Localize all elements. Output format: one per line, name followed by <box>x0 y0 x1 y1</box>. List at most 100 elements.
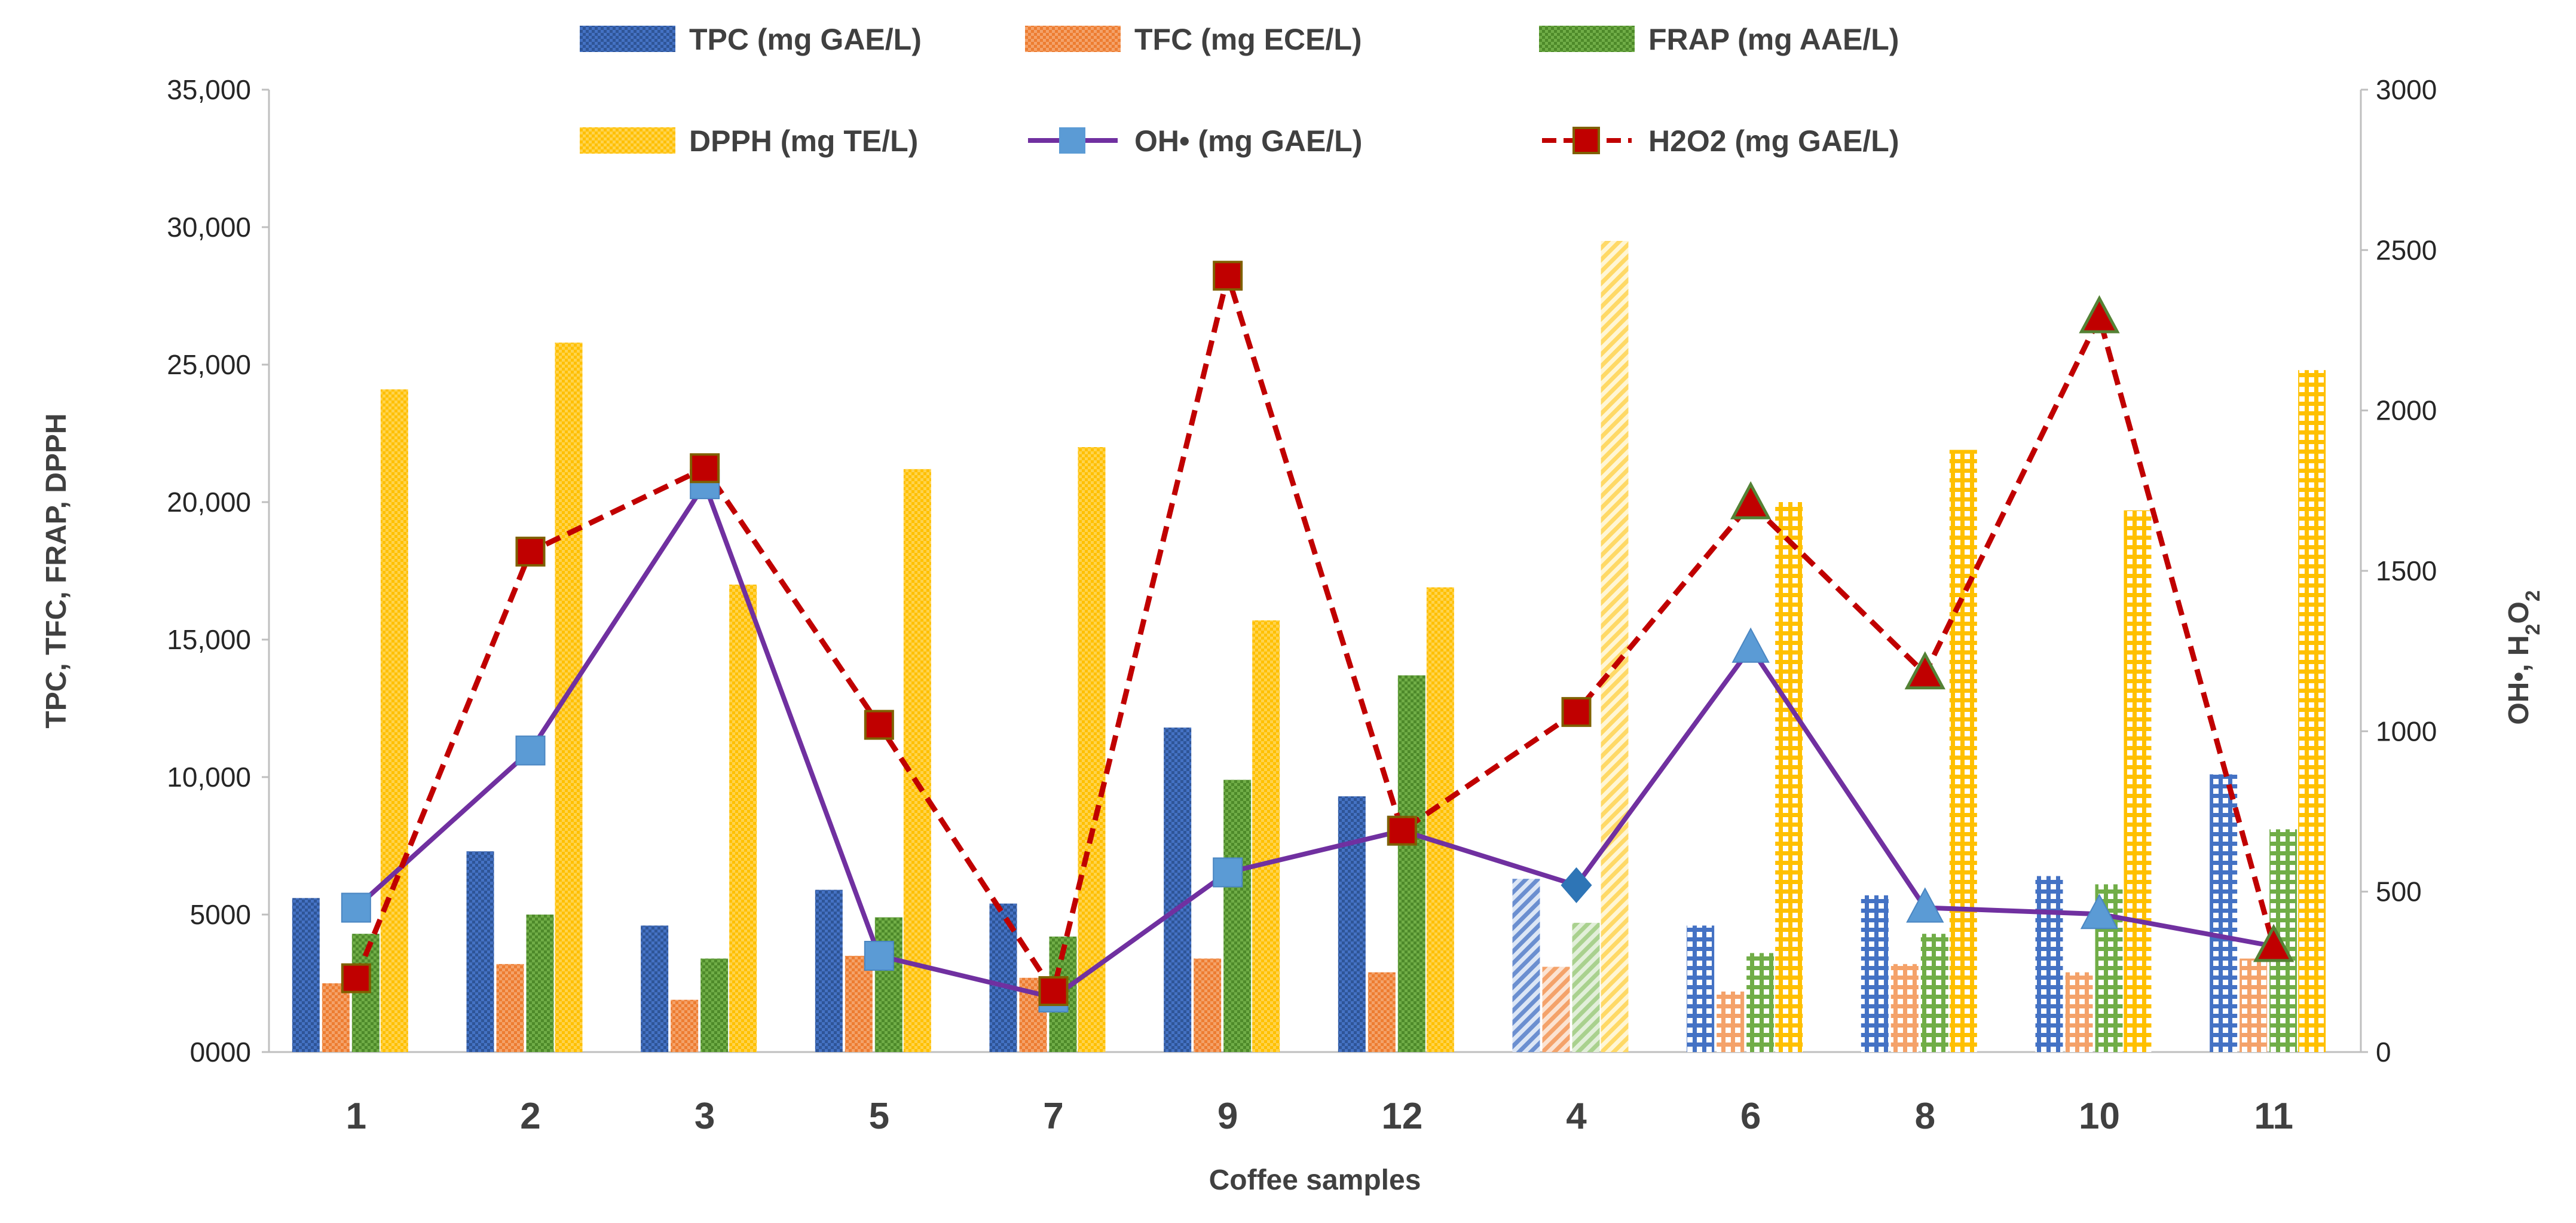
bar-yellow-6 <box>1775 502 1803 1052</box>
right-tick-label: 500 <box>2376 876 2422 907</box>
bar-yellow-3 <box>729 585 757 1052</box>
legend-swatch <box>580 26 675 52</box>
bar-yellow-11 <box>2298 370 2326 1053</box>
left-tick-label: 20,000 <box>167 487 251 518</box>
legend-item-green: FRAP (mg AAE/L) <box>1539 23 1899 56</box>
legend-label: DPPH (mg TE/L) <box>689 124 918 158</box>
right-tick-label: 1000 <box>2376 716 2437 747</box>
bar-yellow-8 <box>1949 450 1977 1052</box>
legend-swatch <box>1025 26 1121 52</box>
bar-orange-3 <box>671 999 699 1052</box>
legend-label: TFC (mg ECE/L) <box>1134 23 1362 56</box>
x-category-label: 4 <box>1566 1096 1587 1137</box>
bar-blue-6 <box>1687 925 1715 1052</box>
bar-orange-1 <box>322 983 350 1052</box>
left-tick-label: 15,000 <box>167 624 251 655</box>
y2-axis-title: OH•, H2O2 <box>2503 590 2544 724</box>
x-axis-category-labels: 1 2 3 5 7 9 12 4 6 8 10 11 <box>346 1096 2293 1137</box>
bar-orange-9 <box>1194 958 1222 1052</box>
x-category-label: 9 <box>1217 1096 1238 1137</box>
bar-blue-5 <box>815 889 843 1052</box>
bar-orange-6 <box>1717 991 1745 1052</box>
bar-orange-2 <box>496 964 524 1052</box>
x-category-label: 10 <box>2079 1096 2120 1137</box>
bar-orange-11 <box>2240 958 2268 1052</box>
bar-yellow-9 <box>1252 620 1280 1052</box>
h2o2-marker-8 <box>1904 651 1946 690</box>
h2o2-marker-5 <box>864 710 894 740</box>
legend-item-oh: OH• (mg GAE/L) <box>1028 124 1362 158</box>
h2o2-marker-7 <box>1038 976 1069 1007</box>
h2o2-marker-11 <box>2253 924 2294 962</box>
bar-green-9 <box>1223 779 1252 1052</box>
oh-series-line <box>354 482 2274 1000</box>
left-tick-label: 35,000 <box>167 74 251 105</box>
legend-marker <box>1059 127 1085 154</box>
oh-marker-5 <box>864 941 894 971</box>
legend-item-yellow: DPPH (mg TE/L) <box>580 124 918 158</box>
bar-blue-8 <box>1861 895 1889 1052</box>
legend-item-orange: TFC (mg ECE/L) <box>1025 23 1362 56</box>
left-y-axis-ticks: 0000 5000 10,000 15,000 20,000 25,000 30,000 35… <box>167 74 269 1068</box>
h2o2-marker-6 <box>1730 481 1772 519</box>
series-lines <box>341 261 2294 1013</box>
oh-marker-6 <box>1731 627 1770 663</box>
h2o2-marker-10 <box>2079 295 2120 334</box>
legend-label: FRAP (mg AAE/L) <box>1648 23 1899 56</box>
x-category-label: 12 <box>1381 1096 1422 1137</box>
legend: TPC (mg GAE/L) TFC (mg ECE/L) FRAP (mg AAE… <box>580 23 1899 158</box>
bar-yellow-1 <box>380 389 408 1052</box>
x-category-label: 2 <box>520 1096 540 1137</box>
bar-yellow-12 <box>1426 587 1454 1052</box>
right-tick-label: 2000 <box>2376 395 2437 426</box>
bar-orange-5 <box>845 956 873 1052</box>
h2o2-marker-2 <box>515 536 546 567</box>
h2o2-marker-4 <box>1561 697 1592 727</box>
left-tick-label: 10,000 <box>167 762 251 793</box>
oh-marker-1 <box>341 892 371 923</box>
legend-item-blue: TPC (mg GAE/L) <box>580 23 922 56</box>
bar-orange-10 <box>2065 972 2093 1052</box>
bar-blue-11 <box>2210 774 2238 1052</box>
left-tick-label: 0000 <box>190 1037 251 1068</box>
h2o2-marker-3 <box>690 453 720 484</box>
bars <box>292 241 2326 1053</box>
x-axis-title: Coffee samples <box>1209 1164 1421 1196</box>
left-tick-label: 5000 <box>190 899 251 930</box>
bar-yellow-5 <box>903 469 931 1052</box>
bar-yellow-7 <box>1078 447 1106 1052</box>
right-tick-label: 1500 <box>2376 555 2437 586</box>
oh-marker-2 <box>515 735 546 766</box>
oh-marker-9 <box>1213 857 1243 888</box>
oh-marker-8 <box>1906 887 1944 923</box>
x-category-label: 11 <box>2254 1096 2293 1137</box>
bar-blue-4 <box>1512 879 1540 1052</box>
x-category-label: 3 <box>695 1096 715 1137</box>
oh-marker-4 <box>1561 867 1592 903</box>
bar-blue-10 <box>2035 876 2063 1052</box>
bar-blue-1 <box>292 898 320 1052</box>
x-category-label: 8 <box>1915 1096 1935 1137</box>
h2o2-marker-12 <box>1387 815 1417 846</box>
right-tick-label: 2500 <box>2376 234 2437 265</box>
right-tick-label: 3000 <box>2376 74 2437 105</box>
legend-label: OH• (mg GAE/L) <box>1134 124 1362 158</box>
h2o2-series-line <box>353 273 2277 994</box>
bar-green-4 <box>1572 922 1600 1052</box>
bar-yellow-2 <box>555 343 583 1053</box>
bar-green-2 <box>526 915 554 1052</box>
bar-blue-3 <box>641 925 669 1052</box>
bar-blue-2 <box>466 851 494 1052</box>
y-axis-title: TPC, TFC, FRAP, DPPH <box>41 413 72 728</box>
right-y-axis-ticks: 0 500 1000 1500 2000 2500 3000 <box>2361 74 2437 1068</box>
oh-marker-10 <box>2080 894 2119 930</box>
bar-green-3 <box>700 958 729 1052</box>
bar-yellow-10 <box>2124 510 2152 1052</box>
legend-marker <box>1572 127 1600 154</box>
bar-green-8 <box>1920 934 1948 1052</box>
x-category-label: 5 <box>869 1096 889 1137</box>
legend-swatch <box>580 127 675 154</box>
legend-item-h2o2: H2O2 (mg GAE/L) <box>1542 124 1899 158</box>
